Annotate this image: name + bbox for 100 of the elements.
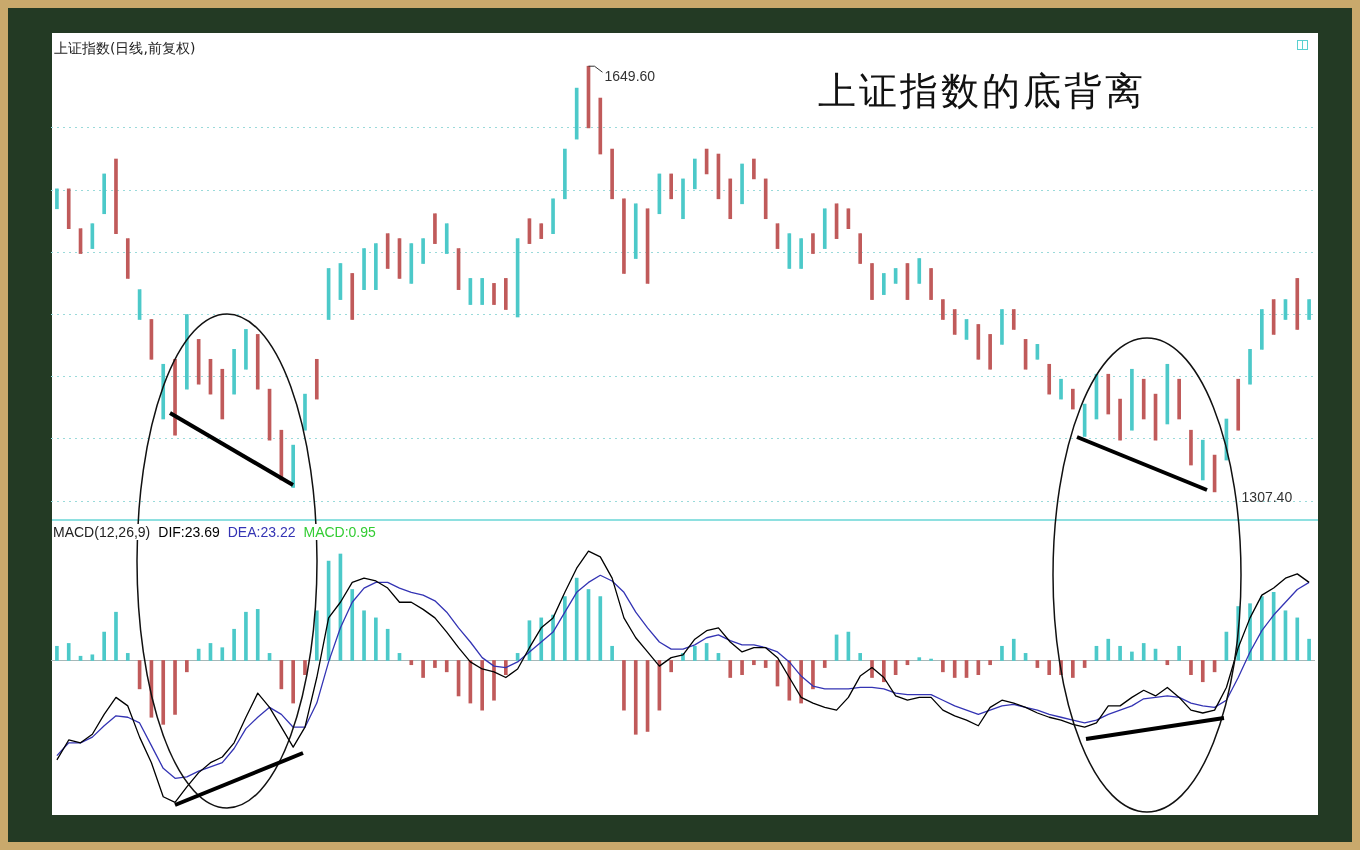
bar: [976, 660, 981, 675]
bar: [610, 645, 614, 661]
candlestick: [208, 358, 213, 395]
candlestick: [1141, 378, 1146, 420]
candlestick: [669, 173, 674, 200]
bar: [385, 628, 390, 661]
bar: [433, 660, 437, 668]
candlestick: [326, 267, 331, 320]
bar: [1130, 651, 1134, 661]
candlestick: [1059, 378, 1063, 400]
bar: [374, 617, 378, 661]
candlestick: [1271, 299, 1276, 335]
candlestick: [1153, 393, 1158, 441]
bar: [763, 660, 768, 668]
bar: [622, 660, 626, 711]
series-label: MACD:0.95: [303, 524, 376, 540]
bar: [563, 596, 567, 661]
annotation: 1649.60: [604, 68, 656, 85]
candlestick: [1200, 439, 1205, 481]
bar: [551, 614, 555, 661]
bar: [314, 610, 319, 661]
candlestick: [1011, 309, 1016, 330]
candlestick: [1212, 454, 1217, 493]
bar: [244, 611, 248, 661]
bar: [752, 660, 756, 666]
bar: [125, 653, 130, 661]
bar: [255, 609, 260, 661]
bar: [173, 660, 177, 715]
bar: [1248, 603, 1252, 661]
candlestick: [622, 198, 626, 274]
bar: [1106, 638, 1111, 661]
candlestick: [397, 238, 402, 279]
candlestick: [409, 243, 414, 284]
bar: [858, 653, 863, 661]
bar: [185, 660, 189, 673]
bar: [421, 660, 425, 678]
candlestick: [1071, 388, 1075, 410]
bar: [1000, 645, 1004, 661]
chart-title: 上证指数的底背离: [818, 68, 1146, 115]
bar: [102, 631, 106, 661]
candlestick: [1189, 429, 1193, 466]
bar: [811, 660, 815, 690]
bar: [952, 660, 957, 678]
candlestick: [515, 238, 520, 318]
bar: [114, 611, 118, 661]
candlestick: [1106, 373, 1111, 415]
bar: [161, 660, 166, 725]
bar: [574, 577, 579, 661]
candlestick: [1283, 299, 1288, 320]
bar: [1177, 645, 1181, 661]
candlestick: [598, 97, 603, 155]
candlestick: [1260, 309, 1264, 350]
bar: [799, 660, 803, 704]
bar: [539, 617, 544, 661]
bar: [633, 660, 638, 735]
candlestick: [137, 289, 142, 320]
candlestick: [1000, 309, 1004, 345]
candlestick: [586, 65, 591, 129]
candlestick: [1307, 299, 1311, 320]
bar: [409, 660, 414, 666]
candlestick: [657, 173, 662, 215]
candlestick: [1236, 378, 1241, 431]
bar: [503, 660, 508, 675]
candlestick: [952, 309, 957, 335]
bar: [1189, 660, 1193, 675]
annotation: 1307.40: [1241, 488, 1293, 505]
bar: [1307, 638, 1311, 661]
candlestick: [1130, 368, 1134, 431]
bar: [492, 660, 496, 701]
candlestick: [149, 318, 154, 360]
candlestick: [421, 238, 425, 264]
bar: [740, 660, 744, 675]
chart-subtitle: 上证指数(日线,前复权): [54, 40, 196, 58]
bar: [291, 660, 295, 704]
bar: [232, 628, 236, 661]
bar: [669, 660, 674, 673]
bar: [1071, 660, 1075, 678]
candlestick: [563, 148, 567, 200]
bar: [480, 660, 485, 711]
bar: [1141, 643, 1146, 661]
candlestick: [574, 87, 579, 140]
bar: [303, 660, 307, 675]
candlestick: [716, 153, 721, 200]
candlestick: [728, 178, 733, 220]
bar: [1011, 638, 1016, 661]
candlestick: [692, 158, 697, 190]
candlestick: [125, 238, 130, 279]
candlestick: [102, 173, 106, 215]
bar: [988, 660, 992, 666]
bar: [444, 660, 449, 673]
candlestick: [610, 148, 614, 200]
bar: [220, 647, 225, 661]
candlestick: [1165, 363, 1170, 425]
candlestick: [267, 388, 272, 441]
candlestick: [55, 188, 59, 210]
candlestick: [314, 358, 319, 400]
candlestick: [740, 163, 744, 205]
candlestick: [787, 233, 792, 269]
bar: [90, 654, 95, 661]
bar: [941, 660, 945, 673]
